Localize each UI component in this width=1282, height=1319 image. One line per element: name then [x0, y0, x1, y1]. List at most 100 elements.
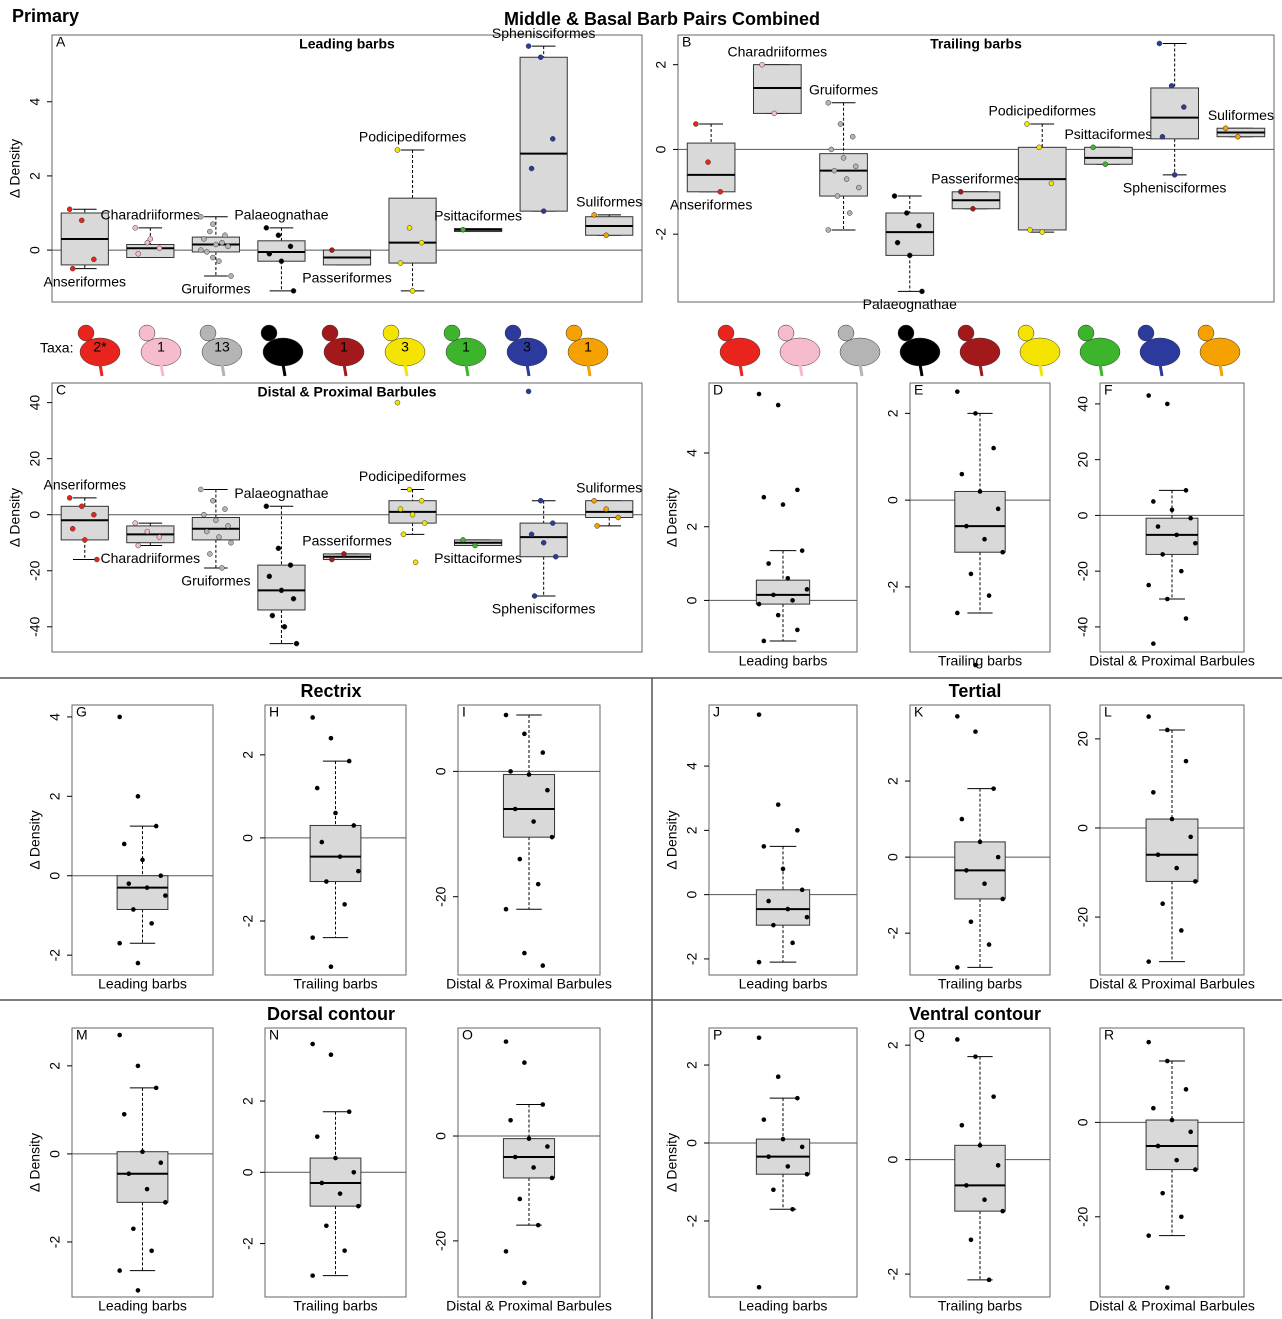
x-tick-label: Leading barbs: [739, 653, 828, 669]
data-point: [1151, 790, 1156, 795]
data-point: [604, 507, 609, 512]
data-point: [785, 1164, 790, 1169]
taxon-label: Passeriformes: [302, 533, 391, 549]
data-point: [117, 1268, 122, 1273]
box: [886, 213, 934, 255]
data-point: [210, 222, 215, 227]
data-point: [324, 879, 329, 884]
data-point: [841, 155, 846, 160]
data-point: [826, 227, 831, 232]
data-point: [529, 532, 534, 537]
data-point: [216, 259, 221, 264]
data-point: [1146, 1233, 1151, 1238]
heading: Rectrix: [300, 681, 361, 701]
y-tick-label: 2: [653, 61, 669, 69]
icon-legs: [740, 364, 742, 376]
icon-body: [1140, 338, 1180, 366]
data-point: [333, 811, 338, 816]
data-point: [1193, 879, 1198, 884]
y-tick-label: 2: [47, 1062, 63, 1070]
icon-body: [900, 338, 940, 366]
x-tick-label: Leading barbs: [98, 1298, 187, 1314]
data-point: [508, 769, 513, 774]
data-point: [267, 251, 272, 256]
icon-head: [444, 325, 460, 341]
panel-letter: B: [682, 34, 691, 50]
data-point: [772, 111, 777, 116]
icon-head: [78, 325, 94, 341]
icon-legs: [222, 364, 224, 376]
data-point: [67, 207, 72, 212]
y-tick-label: -20: [1075, 907, 1091, 927]
data-point: [410, 288, 415, 293]
icon-legs: [920, 364, 922, 376]
data-point: [225, 523, 230, 528]
data-point: [338, 854, 343, 859]
x-tick-label: Distal & Proximal Barbules: [1089, 653, 1255, 669]
data-point: [538, 55, 543, 60]
data-point: [541, 540, 546, 545]
taxon-count: 13: [214, 339, 230, 355]
data-point: [461, 537, 466, 542]
data-point: [288, 244, 293, 249]
data-point: [413, 560, 418, 565]
box: [753, 65, 801, 114]
y-axis-label: Δ Density: [664, 810, 680, 869]
data-point: [319, 1181, 324, 1186]
icon-legs: [980, 364, 982, 376]
taxon-icon: 1: [322, 325, 364, 376]
data-point: [969, 572, 974, 577]
data-point: [907, 253, 912, 258]
data-point: [338, 1191, 343, 1196]
data-point: [79, 218, 84, 223]
panel-letter: A: [56, 34, 66, 50]
data-point: [351, 823, 356, 828]
data-point: [527, 772, 532, 777]
icon-legs: [800, 364, 802, 376]
data-point: [291, 596, 296, 601]
data-point: [991, 786, 996, 791]
data-point: [210, 255, 215, 260]
data-point: [504, 907, 509, 912]
data-point: [1146, 959, 1151, 964]
data-point: [126, 1171, 131, 1176]
data-point: [329, 248, 334, 253]
data-point: [136, 1064, 141, 1069]
data-point: [1091, 145, 1096, 150]
data-point: [1170, 1118, 1175, 1123]
icon-head: [505, 325, 521, 341]
data-point: [310, 715, 315, 720]
data-point: [835, 194, 840, 199]
data-point: [228, 540, 233, 545]
data-point: [504, 1039, 509, 1044]
y-tick-label: 0: [433, 767, 449, 775]
taxon-label: Charadriiformes: [101, 550, 201, 566]
data-point: [766, 561, 771, 566]
panel-title: Leading barbs: [299, 36, 395, 52]
data-point: [771, 923, 776, 928]
y-tick-label: 4: [27, 98, 43, 106]
data-point: [140, 1149, 145, 1154]
data-point: [1165, 1285, 1170, 1290]
taxa-label: Taxa:: [40, 340, 73, 356]
data-point: [978, 489, 983, 494]
box: [756, 890, 809, 925]
box: [61, 506, 108, 540]
y-tick-label: 2: [885, 1041, 901, 1049]
data-point: [1160, 901, 1165, 906]
data-point: [1184, 1087, 1189, 1092]
data-point: [1172, 172, 1177, 177]
data-point: [122, 842, 127, 847]
data-point: [149, 1248, 154, 1253]
taxon-icon: [1198, 325, 1240, 376]
taxon-icon: 5: [261, 325, 303, 376]
data-point: [329, 736, 334, 741]
box: [127, 245, 174, 258]
data-point: [158, 1160, 163, 1165]
data-point: [781, 1137, 786, 1142]
icon-legs: [1100, 364, 1102, 376]
data-point: [291, 288, 296, 293]
data-point: [504, 1249, 509, 1254]
data-point: [517, 1197, 522, 1202]
y-tick-label: 2: [885, 777, 901, 785]
